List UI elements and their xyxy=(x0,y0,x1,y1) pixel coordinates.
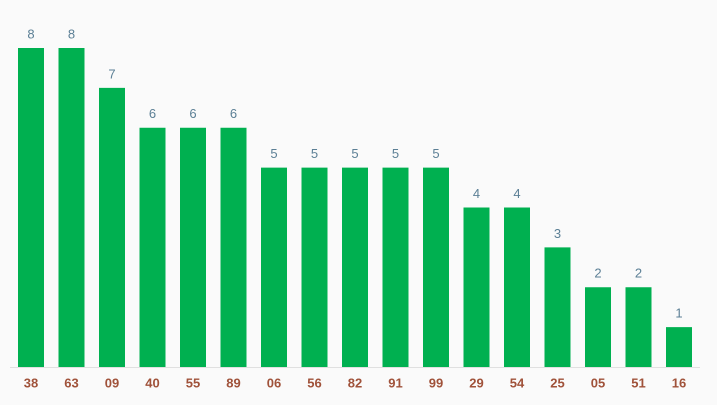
value-label: 4 xyxy=(473,186,480,201)
value-label: 2 xyxy=(594,266,601,281)
x-tick-label: 89 xyxy=(226,375,240,390)
x-tick-label: 38 xyxy=(24,375,38,390)
value-label: 6 xyxy=(189,106,196,121)
x-tick-label: 54 xyxy=(510,375,525,390)
value-label: 8 xyxy=(68,26,75,41)
bar xyxy=(301,167,328,367)
bar xyxy=(180,127,206,367)
x-tick-label: 06 xyxy=(267,375,281,390)
value-label: 1 xyxy=(675,306,682,321)
value-label: 5 xyxy=(270,146,277,161)
bar xyxy=(58,48,85,367)
bar xyxy=(139,127,166,367)
value-label: 5 xyxy=(392,146,399,161)
bar xyxy=(261,167,287,367)
bar xyxy=(342,167,368,367)
value-label: 6 xyxy=(149,106,156,121)
x-tick-label: 51 xyxy=(631,375,645,390)
bar xyxy=(99,87,125,367)
bar xyxy=(423,167,449,367)
value-label: 8 xyxy=(27,26,34,41)
bar xyxy=(382,167,409,367)
x-tick-label: 05 xyxy=(591,375,605,390)
x-tick-label: 29 xyxy=(469,375,483,390)
x-tick-label: 25 xyxy=(550,375,564,390)
bar xyxy=(666,327,692,367)
x-tick-label: 91 xyxy=(388,375,402,390)
value-label: 2 xyxy=(635,266,642,281)
value-label: 4 xyxy=(513,186,520,201)
value-label: 3 xyxy=(554,226,561,241)
value-label: 5 xyxy=(432,146,439,161)
x-tick-label: 09 xyxy=(105,375,119,390)
x-tick-label: 16 xyxy=(672,375,686,390)
x-tick-label: 82 xyxy=(348,375,362,390)
bar xyxy=(504,207,530,367)
bar xyxy=(18,48,44,367)
value-label: 5 xyxy=(311,146,318,161)
x-tick-label: 40 xyxy=(145,375,159,390)
bar xyxy=(220,127,247,367)
x-tick-label: 63 xyxy=(64,375,78,390)
bar xyxy=(585,287,611,367)
bar xyxy=(544,247,571,367)
value-label: 6 xyxy=(230,106,237,121)
bar xyxy=(625,287,652,367)
x-tick-label: 99 xyxy=(429,375,443,390)
x-tick-label: 55 xyxy=(186,375,200,390)
value-label: 5 xyxy=(351,146,358,161)
x-tick-label: 56 xyxy=(307,375,321,390)
bar xyxy=(463,207,490,367)
value-label: 7 xyxy=(108,66,115,81)
